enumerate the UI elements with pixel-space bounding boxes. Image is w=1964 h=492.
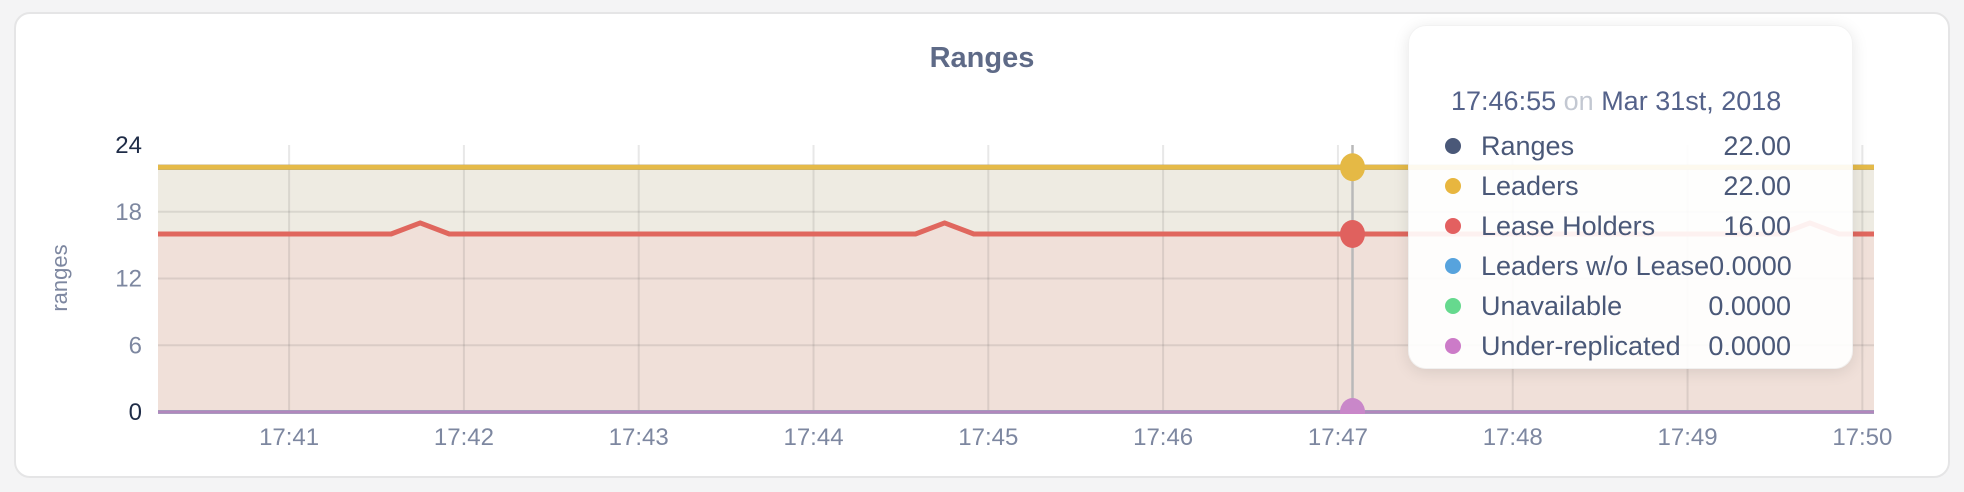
series-value: 0.0000 bbox=[1708, 290, 1791, 321]
series-value: 22.00 bbox=[1723, 130, 1791, 161]
tooltip-time: 17:46:55 bbox=[1451, 86, 1557, 116]
tooltip-row: Leaders w/o Lease 0.0000 bbox=[1409, 246, 1852, 286]
series-value: 22.00 bbox=[1723, 170, 1791, 201]
y-tick-label: 24 bbox=[115, 132, 142, 159]
series-color-dot-icon bbox=[1445, 298, 1461, 314]
hover-tooltip: 17:46:55 on Mar 31st, 2018 Ranges 22.00 Le… bbox=[1408, 25, 1853, 369]
series-label: Leaders w/o Lease bbox=[1481, 250, 1710, 281]
y-tick-label: 0 bbox=[129, 399, 142, 426]
x-tick-label: 17:47 bbox=[1308, 424, 1368, 451]
series-label: Unavailable bbox=[1481, 290, 1623, 321]
series-label: Leaders bbox=[1481, 170, 1579, 201]
series-color-dot-icon bbox=[1445, 258, 1461, 274]
series-label: Lease Holders bbox=[1481, 210, 1656, 241]
tooltip-conjunction: on bbox=[1563, 86, 1594, 116]
tooltip-row: Ranges 22.00 bbox=[1409, 126, 1852, 166]
chart-title: Ranges bbox=[929, 42, 1035, 74]
x-tick-label: 17:50 bbox=[1832, 424, 1892, 451]
tooltip-date: Mar 31st, 2018 bbox=[1601, 86, 1782, 116]
y-tick-label: 18 bbox=[115, 199, 142, 226]
x-tick-label: 17:43 bbox=[609, 424, 669, 451]
hover-dot-lease-holders bbox=[1339, 220, 1365, 248]
y-tick-label: 12 bbox=[115, 266, 142, 293]
x-tick-label: 17:45 bbox=[958, 424, 1018, 451]
series-color-dot-icon bbox=[1445, 218, 1461, 234]
tooltip-row: Unavailable 0.0000 bbox=[1409, 286, 1852, 326]
hover-dots bbox=[1339, 153, 1365, 414]
series-color-dot-icon bbox=[1445, 178, 1461, 194]
tooltip-timestamp: 17:46:55 on Mar 31st, 2018 bbox=[1409, 84, 1852, 124]
hover-dot-under-replicated bbox=[1340, 398, 1365, 414]
x-tick-label: 17:46 bbox=[1133, 424, 1193, 451]
series-value: 0.0000 bbox=[1709, 250, 1792, 281]
tooltip-row: Under-replicated 0.0000 bbox=[1409, 326, 1852, 366]
x-tick-label: 17:48 bbox=[1483, 424, 1543, 451]
tooltip-row: Lease Holders 16.00 bbox=[1409, 206, 1852, 246]
x-tick-label: 17:41 bbox=[259, 424, 319, 451]
axis-tick-labels: 0 6 12 18 24 17:41 17:42 17:43 17:44 17:45 17:46 17… bbox=[115, 132, 1892, 451]
series-value: 16.00 bbox=[1723, 210, 1791, 241]
series-label: Ranges bbox=[1481, 130, 1575, 161]
x-tick-label: 17:44 bbox=[783, 424, 843, 451]
tooltip-series-list: Ranges 22.00 Leaders 22.00 Lease Holders 16.0… bbox=[1409, 126, 1852, 366]
y-tick-label: 6 bbox=[129, 332, 142, 359]
hover-guideline-group bbox=[1339, 145, 1365, 414]
tooltip-row: Leaders 22.00 bbox=[1409, 166, 1852, 206]
x-tick-label: 17:42 bbox=[434, 424, 494, 451]
series-color-dot-icon bbox=[1445, 138, 1461, 154]
x-tick-label: 17:49 bbox=[1658, 424, 1718, 451]
hover-dot-leaders bbox=[1339, 153, 1365, 182]
series-color-dot-icon bbox=[1445, 338, 1461, 354]
series-label: Under-replicated bbox=[1481, 330, 1681, 361]
series-value: 0.0000 bbox=[1708, 330, 1791, 361]
